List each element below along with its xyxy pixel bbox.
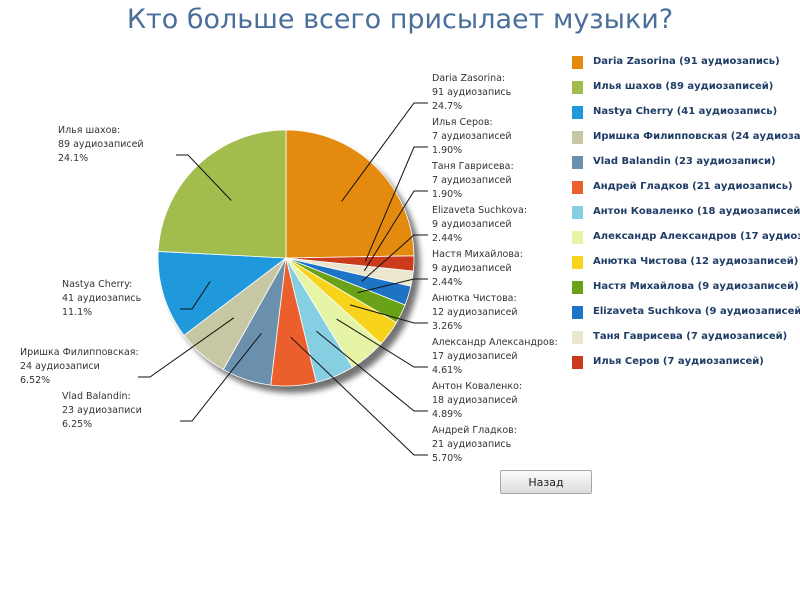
legend-label: Иришка Филипповская (24 аудиозаписи) bbox=[593, 131, 800, 142]
legend-swatch bbox=[572, 256, 583, 269]
leader-line bbox=[316, 330, 428, 412]
slice-label-percent: 4.89% bbox=[432, 409, 462, 420]
back-button[interactable]: Назад bbox=[500, 470, 592, 494]
slice-label-name: Антон Коваленко: bbox=[432, 381, 522, 392]
chart-title: Кто больше всего присылает музыки? bbox=[126, 4, 674, 35]
leader-line bbox=[364, 146, 428, 262]
leader-line bbox=[180, 281, 211, 310]
slice-label-percent: 2.44% bbox=[432, 277, 462, 288]
slice-label-count: 12 аудиозаписей bbox=[432, 307, 518, 318]
slice-label-percent: 11.1% bbox=[62, 307, 92, 318]
slice-label-count: 89 аудиозаписей bbox=[58, 139, 144, 150]
slice-label-name: Александр Александров: bbox=[432, 337, 558, 348]
legend-swatch bbox=[572, 206, 583, 219]
slice-label-percent: 6.52% bbox=[20, 375, 50, 386]
legend-item[interactable]: Vlad Balandin (23 аудиозаписи) bbox=[572, 152, 800, 177]
legend-label: Илья Серов (7 аудиозаписей) bbox=[593, 356, 764, 367]
pie-slice[interactable] bbox=[157, 251, 288, 336]
slice-label-count: 7 аудиозаписей bbox=[432, 175, 512, 186]
legend-label: Илья шахов (89 аудиозаписей) bbox=[593, 81, 774, 92]
leader-line bbox=[336, 318, 428, 368]
leader-line bbox=[363, 190, 428, 272]
legend-item[interactable]: Иришка Филипповская (24 аудиозаписи) bbox=[572, 127, 800, 152]
slice-label-percent: 1.90% bbox=[432, 189, 462, 200]
legend-item[interactable]: Elizaveta Suchkova (9 аудиозаписей) bbox=[572, 302, 800, 327]
legend-label: Настя Михайлова (9 аудиозаписей) bbox=[593, 281, 799, 292]
leader-line bbox=[341, 102, 428, 202]
legend-swatch bbox=[572, 106, 583, 119]
slice-label-name: Анютка Чистова: bbox=[432, 293, 517, 304]
slice-label-name: Илья шахов: bbox=[58, 125, 120, 136]
legend-item[interactable]: Александр Александров (17 аудиозаписей) bbox=[572, 227, 800, 252]
legend-item[interactable]: Таня Гаврисева (7 аудиозаписей) bbox=[572, 327, 800, 352]
slice-label-count: 23 аудиозаписи bbox=[62, 405, 142, 416]
legend-item[interactable]: Настя Михайлова (9 аудиозаписей) bbox=[572, 277, 800, 302]
slice-label-percent: 3.26% bbox=[432, 321, 462, 332]
slice-label-name: Андрей Гладков: bbox=[432, 425, 517, 436]
slice-label-name: Vlad Balandin: bbox=[62, 391, 131, 402]
legend-swatch bbox=[572, 181, 583, 194]
slice-label-name: Nastya Cherry: bbox=[62, 279, 132, 290]
pie-slice[interactable] bbox=[285, 129, 415, 259]
legend-item[interactable]: Анютка Чистова (12 аудиозаписей) bbox=[572, 252, 800, 277]
legend-label: Nastya Cherry (41 аудиозапись) bbox=[593, 106, 778, 117]
legend-label: Антон Коваленко (18 аудиозаписей) bbox=[593, 206, 800, 217]
legend-item[interactable]: Антон Коваленко (18 аудиозаписей) bbox=[572, 202, 800, 227]
pie-chart: Daria Zasorina: 91 аудиозапись 24.7% Илья С… bbox=[20, 73, 558, 464]
leader-line bbox=[290, 336, 428, 456]
legend-item[interactable]: Nastya Cherry (41 аудиозапись) bbox=[572, 102, 800, 127]
leader-line bbox=[138, 317, 235, 378]
legend-swatch bbox=[572, 331, 583, 344]
slice-label-percent: 2.44% bbox=[432, 233, 462, 244]
slice-label-count: 9 аудиозаписей bbox=[432, 263, 512, 274]
legend-item[interactable]: Илья шахов (89 аудиозаписей) bbox=[572, 77, 800, 102]
legend-label: Андрей Гладков (21 аудиозапись) bbox=[593, 181, 793, 192]
legend-swatch bbox=[572, 131, 583, 144]
pie-slice[interactable] bbox=[157, 129, 287, 259]
leader-line bbox=[176, 154, 232, 201]
slice-label-percent: 4.61% bbox=[432, 365, 462, 376]
legend-swatch bbox=[572, 56, 583, 69]
legend-label: Александр Александров (17 аудиозаписей) bbox=[593, 231, 800, 242]
slice-label-percent: 6.25% bbox=[62, 419, 92, 430]
slice-label-count: 18 аудиозаписей bbox=[432, 395, 518, 406]
slice-label-count: 91 аудиозапись bbox=[432, 87, 512, 98]
legend-swatch bbox=[572, 156, 583, 169]
slice-label-count: 17 аудиозаписей bbox=[432, 351, 518, 362]
leader-line bbox=[180, 333, 262, 422]
slice-label-name: Daria Zasorina: bbox=[432, 73, 505, 84]
legend-label: Daria Zasorina (91 аудиозапись) bbox=[593, 56, 780, 67]
legend-item[interactable]: Daria Zasorina (91 аудиозапись) bbox=[572, 52, 800, 77]
chart-legend: Daria Zasorina (91 аудиозапись) Илья шахо… bbox=[572, 52, 800, 377]
slice-label-percent: 24.7% bbox=[432, 101, 462, 112]
slice-label-name: Настя Михайлова: bbox=[432, 249, 523, 260]
legend-swatch bbox=[572, 281, 583, 294]
legend-swatch bbox=[572, 306, 583, 319]
legend-swatch bbox=[572, 231, 583, 244]
slice-label-count: 41 аудиозапись bbox=[62, 293, 142, 304]
slice-label-percent: 24.1% bbox=[58, 153, 88, 164]
slice-label-count: 9 аудиозаписей bbox=[432, 219, 512, 230]
legend-label: Таня Гаврисева (7 аудиозаписей) bbox=[593, 331, 788, 342]
slice-label-name: Таня Гаврисева: bbox=[431, 161, 514, 172]
legend-label: Vlad Balandin (23 аудиозаписи) bbox=[593, 156, 776, 167]
legend-swatch bbox=[572, 356, 583, 369]
slice-label-count: 21 аудиозапись bbox=[432, 439, 512, 450]
legend-item[interactable]: Андрей Гладков (21 аудиозапись) bbox=[572, 177, 800, 202]
slice-label-name: Elizaveta Suchkova: bbox=[432, 205, 527, 216]
slice-label-count: 24 аудиозаписи bbox=[20, 361, 100, 372]
leader-line bbox=[349, 304, 428, 324]
slice-label-count: 7 аудиозаписей bbox=[432, 131, 512, 142]
leader-line bbox=[361, 234, 428, 282]
legend-swatch bbox=[572, 81, 583, 94]
slice-label-percent: 5.70% bbox=[432, 453, 462, 464]
slice-label-name: Илья Серов: bbox=[432, 117, 493, 128]
legend-label: Анютка Чистова (12 аудиозаписей) bbox=[593, 256, 799, 267]
leader-line bbox=[357, 278, 428, 294]
slice-label-percent: 1.90% bbox=[432, 145, 462, 156]
legend-item[interactable]: Илья Серов (7 аудиозаписей) bbox=[572, 352, 800, 377]
legend-label: Elizaveta Suchkova (9 аудиозаписей) bbox=[593, 306, 800, 317]
slice-label-name: Иришка Филипповская: bbox=[20, 347, 139, 358]
